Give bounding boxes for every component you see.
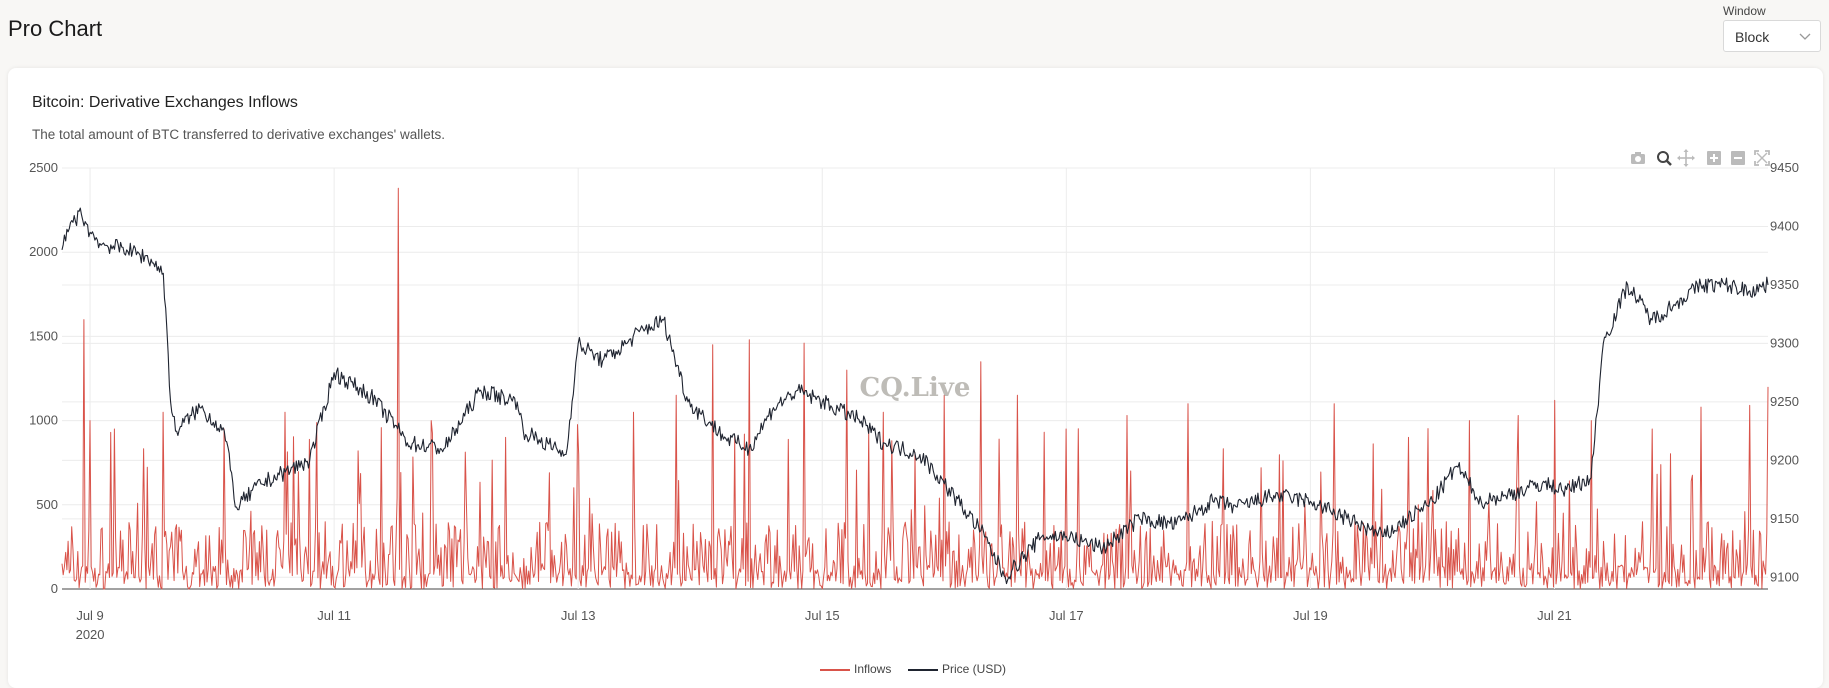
- y-right-tick-label: 9450: [1770, 160, 1799, 175]
- chart-grid: [62, 167, 1768, 590]
- camera-icon[interactable]: [1628, 148, 1648, 168]
- y-right-tick-label: 9100: [1770, 569, 1799, 584]
- legend-label-price: Price (USD): [942, 662, 1007, 676]
- chevron-down-icon: [1799, 33, 1811, 40]
- chart-title: Bitcoin: Derivative Exchanges Inflows: [32, 94, 298, 111]
- y-right-tick-label: 9150: [1770, 511, 1799, 526]
- chart-axes: 0 500 1000 1500 2000 2500 9100 9150 9200 9250 9300…: [29, 160, 1799, 642]
- chart-subtitle: The total amount of BTC transferred to d…: [32, 127, 446, 142]
- y-right-tick-label: 9300: [1770, 335, 1799, 350]
- top-bar: Pro Chart Window Block: [0, 0, 1829, 68]
- zoom-icon[interactable]: [1654, 148, 1674, 168]
- window-select[interactable]: Block: [1723, 20, 1821, 52]
- page-title: Pro Chart: [8, 16, 103, 41]
- y-left-tick-label: 2000: [29, 244, 58, 259]
- x-tick-label: Jul 21: [1537, 608, 1572, 623]
- y-right-tick-label: 9200: [1770, 452, 1799, 467]
- watermark: CQ.Live: [860, 373, 971, 403]
- y-left-tick-label: 1500: [29, 328, 58, 343]
- y-right-tick-label: 9250: [1770, 394, 1799, 409]
- y-left-tick-label: 1000: [29, 413, 58, 428]
- zoom-in-icon[interactable]: [1704, 148, 1724, 168]
- window-select-value: Block: [1735, 29, 1770, 45]
- x-tick-label: Jul 13: [561, 608, 596, 623]
- pan-icon[interactable]: [1676, 148, 1696, 168]
- y-left-tick-label: 500: [36, 497, 58, 512]
- autoscale-icon[interactable]: [1752, 148, 1772, 168]
- x-tick-label: Jul 11: [317, 608, 351, 623]
- chart-series: [61, 187, 1769, 590]
- y-right-tick-label: 9350: [1770, 277, 1799, 292]
- legend-label-inflows: Inflows: [854, 662, 892, 676]
- x-tick-sublabel: 2020: [76, 627, 105, 642]
- y-left-tick-label: 0: [51, 581, 58, 596]
- legend-item-price[interactable]: Price (USD): [908, 662, 1006, 676]
- y-right-tick-label: 9400: [1770, 218, 1799, 233]
- series-line-price: [61, 207, 1769, 585]
- x-tick-label: Jul 9: [76, 608, 103, 623]
- window-label: Window: [1723, 4, 1766, 18]
- zoom-out-icon[interactable]: [1728, 148, 1748, 168]
- y-left-tick-label: 2500: [29, 160, 58, 175]
- legend-item-inflows[interactable]: Inflows: [820, 662, 891, 676]
- legend-swatch-inflows: [820, 668, 850, 671]
- x-tick-label: Jul 19: [1293, 608, 1328, 623]
- legend-swatch-price: [908, 668, 938, 671]
- x-tick-label: Jul 15: [805, 608, 840, 623]
- x-tick-label: Jul 17: [1049, 608, 1084, 623]
